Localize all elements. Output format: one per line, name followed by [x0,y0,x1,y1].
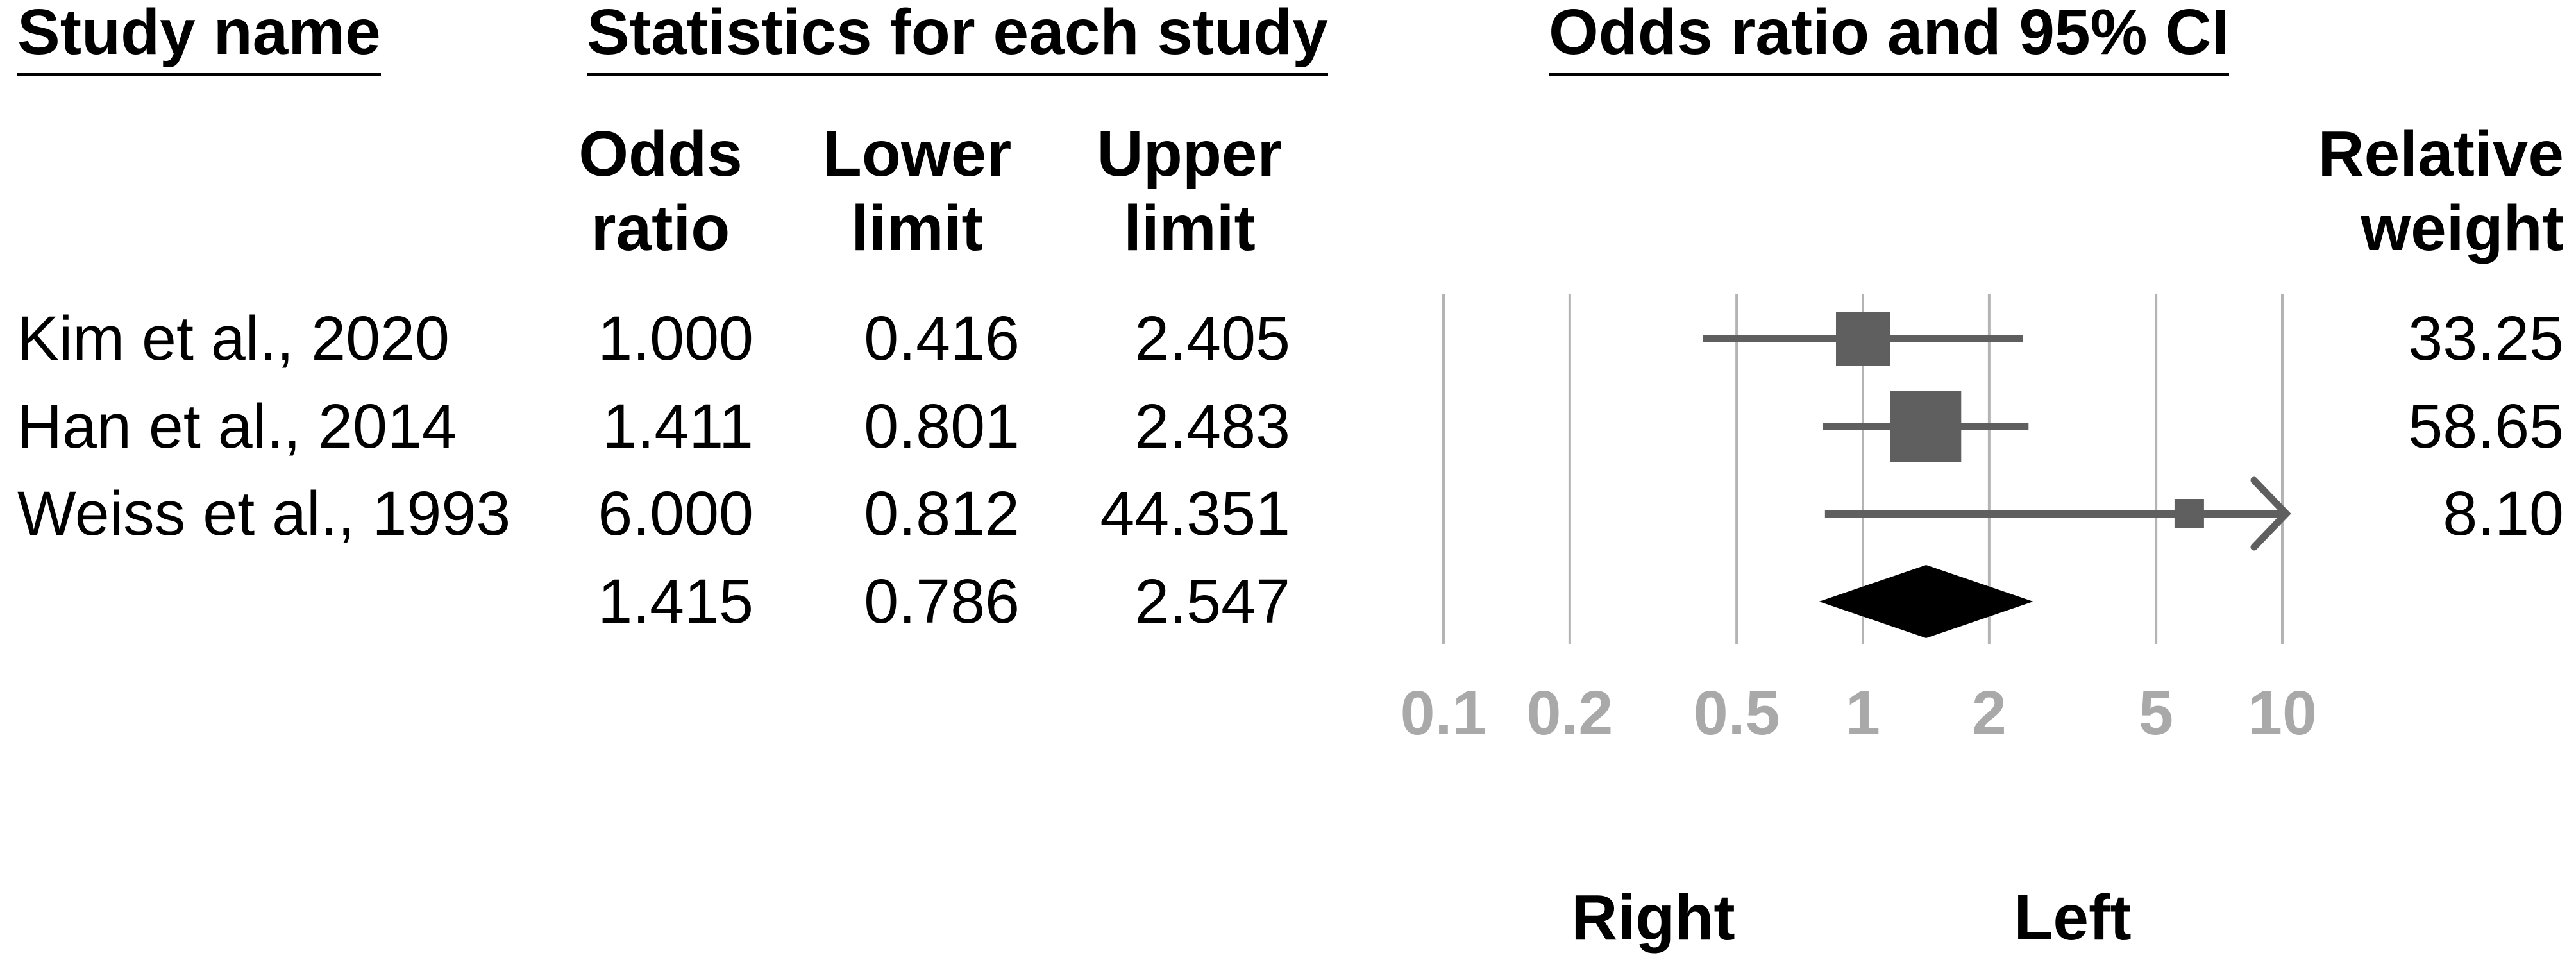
upper-limit-row-2: 2.483 [1134,391,1290,461]
upper-limit-row-3: 44.351 [1100,478,1290,548]
column-header-upper-line2: limit [1124,192,1256,264]
side-label-right: Right [1571,882,1735,954]
upper-limit-row-1: 2.405 [1134,303,1290,373]
column-header-upper-limit: Upper limit [1097,117,1283,265]
side-label-left: Left [2014,882,2131,954]
odds-ratio-row-1: 1.000 [598,303,753,373]
study-name-header-wrap: Study name [17,0,381,76]
axis-tick-label: 0.5 [1694,678,1780,748]
axis-tick-label: 2 [1972,678,2007,748]
axis-tick-label: 0.2 [1526,678,1613,748]
plot-header: Odds ratio and 95% CI [1549,0,2230,76]
study-name-row-3: Weiss et al., 1993 [17,478,511,548]
effect-size-square [1836,312,1890,366]
summary-diamond [1819,565,2033,638]
stats-header-wrap: Statistics for each study [587,0,1328,76]
column-header-weight-line2: weight [2361,192,2564,264]
lower-limit-row-1: 0.416 [864,303,1020,373]
study-name-header: Study name [17,0,381,76]
lower-limit-row-2: 0.801 [864,391,1020,461]
upper-limit-summary: 2.547 [1134,566,1290,636]
odds-ratio-row-3: 6.000 [598,478,753,548]
relative-weight-row-2: 58.65 [2408,391,2564,461]
column-header-odds-line1: Odds [578,118,743,190]
ci-arrowhead [2250,476,2291,551]
study-name-row-1: Kim et al., 2020 [17,303,450,373]
column-header-odds-line2: ratio [591,192,730,264]
relative-weight-row-1: 33.25 [2408,303,2564,373]
column-header-lower-line2: limit [851,192,983,264]
effect-size-square [2174,499,2204,528]
study-name-row-2: Han et al., 2014 [17,391,457,461]
axis-tick-label: 1 [1846,678,1880,748]
stats-header: Statistics for each study [587,0,1328,76]
relative-weight-row-3: 8.10 [2443,478,2564,548]
column-header-weight-line1: Relative [2318,118,2564,190]
column-header-odds-ratio: Odds ratio [578,117,743,265]
axis-tick-label: 5 [2139,678,2173,748]
column-header-lower-line1: Lower [822,118,1012,190]
column-header-lower-limit: Lower limit [823,117,1011,265]
lower-limit-summary: 0.786 [864,566,1020,636]
axis-tick-label: 10 [2248,678,2317,748]
lower-limit-row-3: 0.812 [864,478,1020,548]
axis-tick-label: 0.1 [1401,678,1487,748]
column-header-relative-weight: Relative weight [2318,117,2564,265]
column-header-upper-line1: Upper [1097,118,1283,190]
effect-size-square [1890,391,1962,462]
plot-header-wrap: Odds ratio and 95% CI [1549,0,2230,76]
odds-ratio-row-2: 1.411 [602,391,753,461]
odds-ratio-summary: 1.415 [598,566,753,636]
